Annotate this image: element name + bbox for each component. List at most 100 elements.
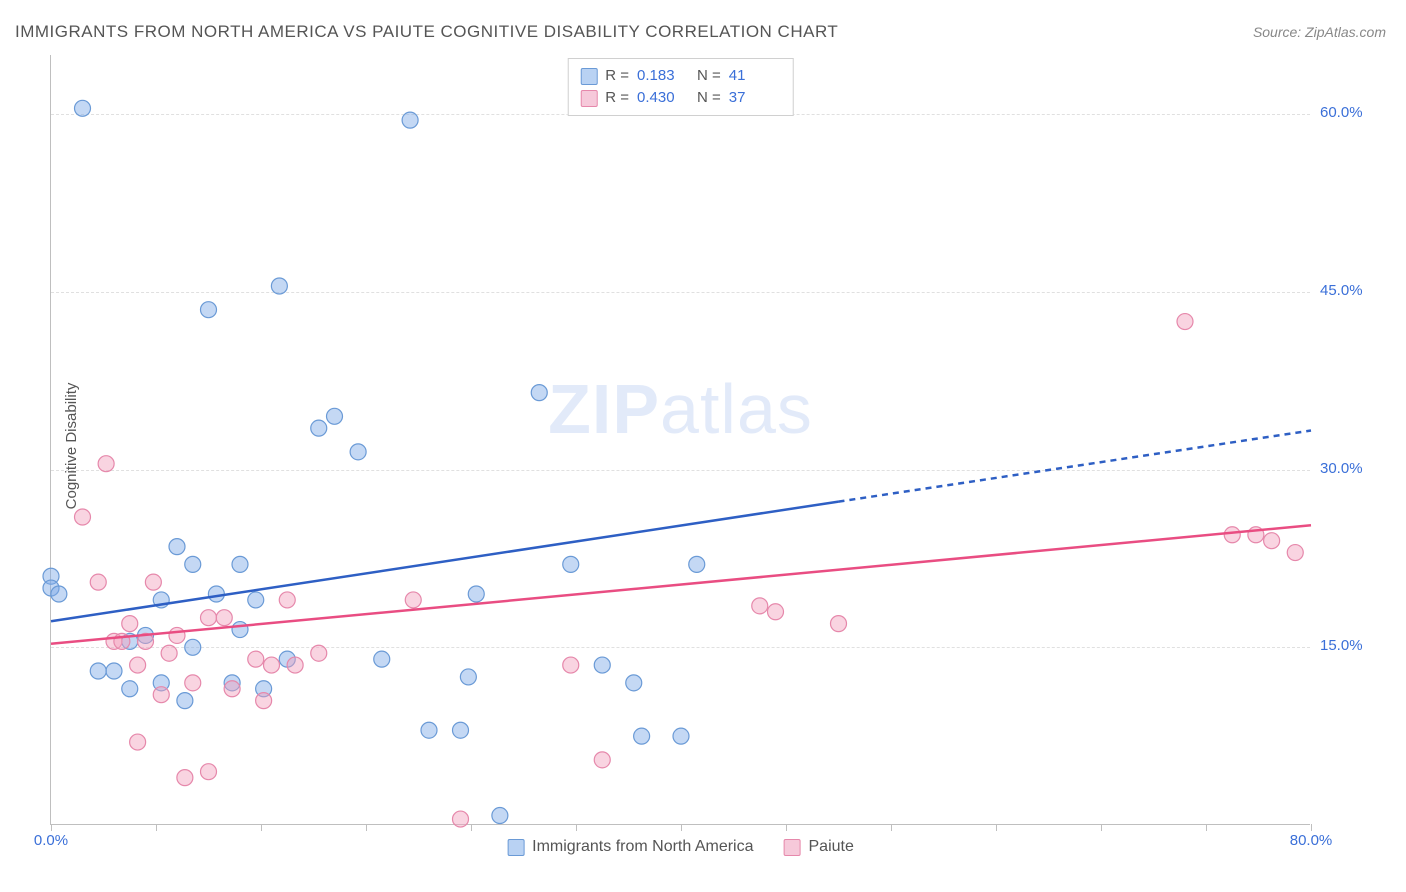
scatter-point xyxy=(264,657,280,673)
legend-R-value-1: 0.430 xyxy=(637,87,689,109)
scatter-point xyxy=(98,456,114,472)
scatter-point xyxy=(402,112,418,128)
legend-R-label: R = xyxy=(605,87,629,109)
legend-stats-row-1: R = 0.430 N = 37 xyxy=(580,87,781,109)
scatter-point xyxy=(634,728,650,744)
scatter-point xyxy=(90,663,106,679)
legend-stats-row-0: R = 0.183 N = 41 xyxy=(580,65,781,87)
y-tick-label: 60.0% xyxy=(1320,104,1375,121)
source-prefix: Source: xyxy=(1253,24,1305,40)
scatter-point xyxy=(673,728,689,744)
scatter-point xyxy=(201,302,217,318)
chart-title: IMMIGRANTS FROM NORTH AMERICA VS PAIUTE … xyxy=(15,22,838,42)
trend-line-extrapolated xyxy=(839,431,1312,502)
scatter-point xyxy=(145,574,161,590)
scatter-point xyxy=(248,592,264,608)
scatter-point xyxy=(201,610,217,626)
scatter-point xyxy=(1264,533,1280,549)
source-name: ZipAtlas.com xyxy=(1305,24,1386,40)
scatter-point xyxy=(75,100,91,116)
scatter-point xyxy=(768,604,784,620)
plot-area: ZIPatlas R = 0.183 N = 41 R = 0.430 N = … xyxy=(50,55,1310,825)
scatter-point xyxy=(563,657,579,673)
legend-bottom-item-1: Paiute xyxy=(784,838,854,856)
x-tick-label: 80.0% xyxy=(1290,832,1333,849)
source-credit: Source: ZipAtlas.com xyxy=(1253,24,1386,40)
scatter-point xyxy=(90,574,106,590)
legend-swatch-1 xyxy=(580,90,597,107)
trend-line xyxy=(51,525,1311,643)
scatter-point xyxy=(248,651,264,667)
scatter-point xyxy=(75,509,91,525)
scatter-point xyxy=(531,385,547,401)
scatter-point xyxy=(122,616,138,632)
scatter-point xyxy=(185,675,201,691)
scatter-point xyxy=(1177,314,1193,330)
y-tick-label: 15.0% xyxy=(1320,637,1375,654)
scatter-point xyxy=(453,722,469,738)
scatter-point xyxy=(256,693,272,709)
legend-N-label: N = xyxy=(697,87,721,109)
scatter-point xyxy=(287,657,303,673)
scatter-point xyxy=(350,444,366,460)
y-tick-label: 45.0% xyxy=(1320,282,1375,299)
legend-N-value-1: 37 xyxy=(729,87,781,109)
legend-bottom-label-1: Paiute xyxy=(809,838,854,856)
scatter-point xyxy=(169,627,185,643)
scatter-point xyxy=(594,657,610,673)
scatter-point xyxy=(563,556,579,572)
scatter-point xyxy=(689,556,705,572)
scatter-point xyxy=(594,752,610,768)
plot-svg xyxy=(51,55,1310,824)
legend-bottom-label-0: Immigrants from North America xyxy=(532,838,753,856)
legend-stats: R = 0.183 N = 41 R = 0.430 N = 37 xyxy=(567,58,794,116)
scatter-point xyxy=(492,808,508,824)
scatter-point xyxy=(161,645,177,661)
scatter-point xyxy=(460,669,476,685)
scatter-point xyxy=(106,663,122,679)
scatter-point xyxy=(185,556,201,572)
scatter-point xyxy=(626,675,642,691)
legend-bottom-item-0: Immigrants from North America xyxy=(507,838,753,856)
scatter-point xyxy=(405,592,421,608)
scatter-point xyxy=(421,722,437,738)
scatter-point xyxy=(122,681,138,697)
scatter-point xyxy=(216,610,232,626)
trend-line xyxy=(51,502,839,622)
legend-N-value-0: 41 xyxy=(729,65,781,87)
scatter-point xyxy=(153,687,169,703)
legend-R-label: R = xyxy=(605,65,629,87)
scatter-point xyxy=(208,586,224,602)
scatter-point xyxy=(232,622,248,638)
scatter-point xyxy=(169,539,185,555)
x-tick-label: 0.0% xyxy=(34,832,68,849)
legend-bottom: Immigrants from North America Paiute xyxy=(507,838,854,856)
scatter-point xyxy=(177,693,193,709)
scatter-point xyxy=(374,651,390,667)
scatter-point xyxy=(224,681,240,697)
scatter-point xyxy=(185,639,201,655)
legend-N-label: N = xyxy=(697,65,721,87)
y-tick-label: 30.0% xyxy=(1320,460,1375,477)
scatter-point xyxy=(468,586,484,602)
scatter-point xyxy=(177,770,193,786)
legend-bottom-swatch-1 xyxy=(784,839,801,856)
scatter-point xyxy=(831,616,847,632)
legend-bottom-swatch-0 xyxy=(507,839,524,856)
scatter-point xyxy=(51,586,67,602)
scatter-point xyxy=(201,764,217,780)
legend-swatch-0 xyxy=(580,68,597,85)
scatter-point xyxy=(311,645,327,661)
scatter-point xyxy=(453,811,469,827)
scatter-point xyxy=(130,734,146,750)
scatter-point xyxy=(1287,545,1303,561)
legend-R-value-0: 0.183 xyxy=(637,65,689,87)
scatter-point xyxy=(279,592,295,608)
scatter-point xyxy=(311,420,327,436)
scatter-point xyxy=(1224,527,1240,543)
scatter-point xyxy=(232,556,248,572)
scatter-point xyxy=(752,598,768,614)
scatter-point xyxy=(327,408,343,424)
scatter-point xyxy=(271,278,287,294)
scatter-point xyxy=(130,657,146,673)
